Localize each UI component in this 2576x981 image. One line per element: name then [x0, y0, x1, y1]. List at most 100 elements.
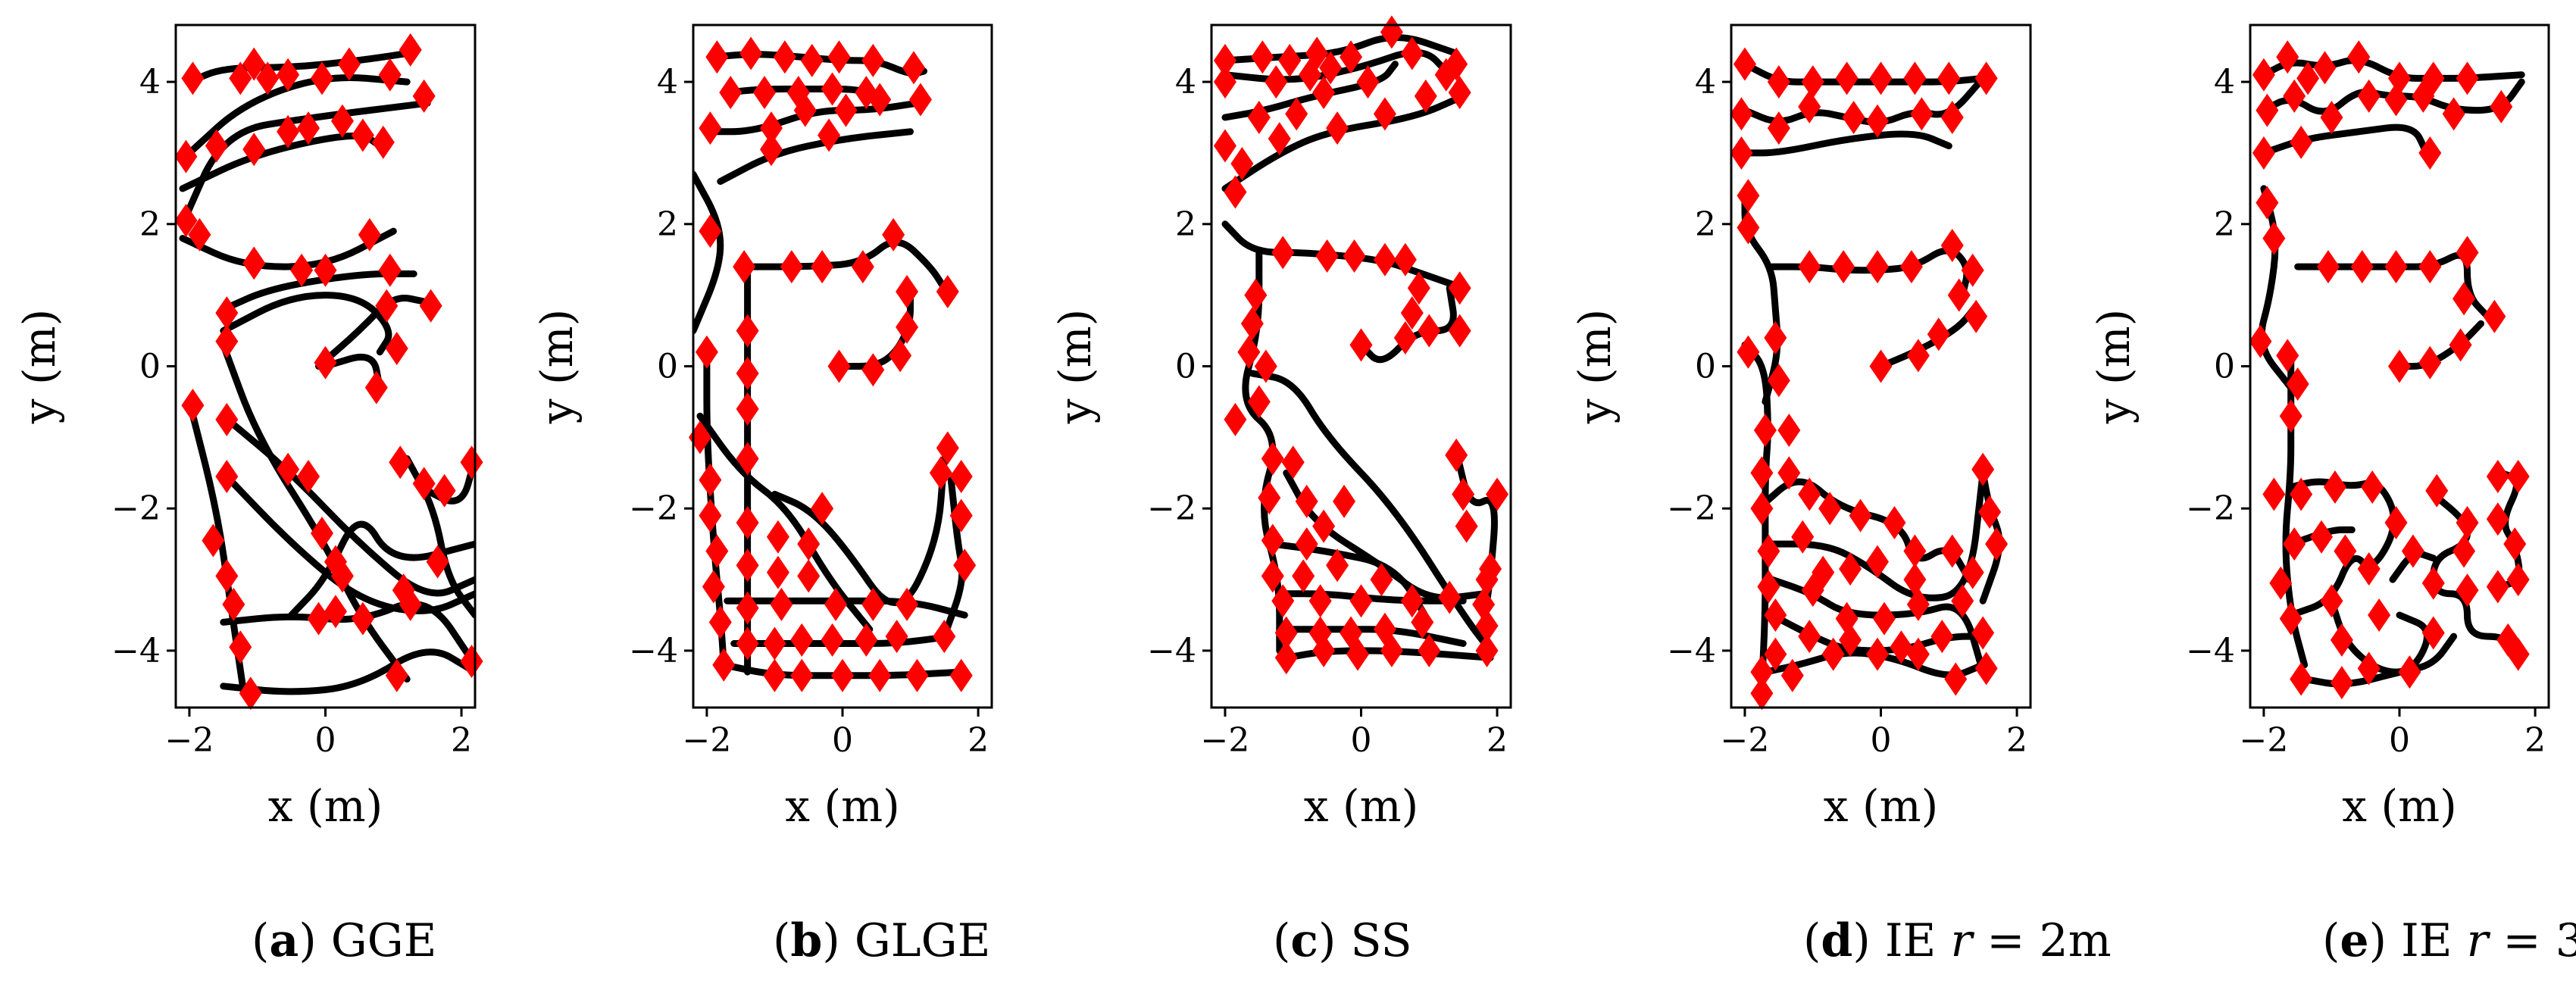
waypoint-marker	[2506, 459, 2530, 493]
waypoint-marker	[2361, 470, 2384, 505]
waypoint-marker	[766, 520, 789, 554]
waypoint-marker	[330, 104, 354, 138]
waypoint-marker	[1244, 278, 1268, 312]
waypoint-marker	[1930, 620, 1954, 654]
x-tick-label: −2	[1721, 721, 1770, 760]
waypoint-marker	[2506, 637, 2530, 671]
waypoint-marker	[1312, 76, 1336, 110]
y-tick-label: 2	[657, 205, 678, 244]
waypoint-marker	[1370, 563, 1393, 597]
caption-open: (	[252, 914, 269, 967]
caption-suffix: = 2m	[1972, 914, 2112, 967]
waypoint-marker	[2256, 186, 2279, 220]
waypoint-marker	[229, 61, 252, 95]
caption-open: (	[773, 914, 790, 967]
waypoint-marker	[851, 250, 874, 284]
waypoint-marker	[2442, 97, 2465, 131]
waypoint-marker	[1818, 492, 1842, 526]
waypoint-marker	[739, 36, 763, 70]
waypoint-marker	[1764, 320, 1787, 355]
y-tick-label: 2	[1695, 205, 1716, 244]
waypoint-marker	[933, 620, 956, 654]
y-tick-label: 4	[657, 63, 678, 102]
waypoint-marker	[2279, 601, 2302, 636]
y-tick-label: 4	[139, 63, 161, 102]
trajectory-line	[2328, 597, 2431, 676]
y-axis-label: y (m)	[2088, 309, 2140, 424]
waypoint-marker	[371, 125, 395, 159]
waypoint-marker	[2249, 324, 2272, 358]
caption-letter: a	[269, 914, 299, 967]
waypoint-marker	[2283, 527, 2306, 561]
trajectory-line	[186, 73, 411, 157]
waypoint-marker	[1899, 250, 1923, 284]
waypoint-marker	[2290, 477, 2313, 511]
caption-label: IE	[1885, 914, 1951, 967]
waypoint-marker	[1393, 242, 1417, 276]
waypoint-marker	[399, 33, 422, 67]
waypoint-marker	[1737, 211, 1760, 245]
waypoint-marker	[1866, 104, 1890, 138]
waypoint-marker	[1869, 349, 1893, 383]
waypoint-marker	[242, 133, 266, 167]
waypoint-marker	[242, 47, 266, 81]
waypoint-marker	[1791, 520, 1815, 554]
waypoint-marker	[896, 310, 919, 344]
waypoint-marker	[790, 623, 814, 657]
waypoint-marker	[2286, 367, 2309, 401]
x-tick-label: 2	[451, 721, 472, 760]
y-tick-label: −2	[1667, 489, 1716, 528]
waypoint-marker	[811, 492, 834, 526]
waypoint-marker	[174, 139, 198, 173]
waypoint-marker	[1940, 534, 1964, 568]
waypoint-marker	[2330, 666, 2353, 700]
waypoint-marker	[1224, 402, 1247, 436]
y-tick-label: 2	[139, 205, 161, 244]
waypoint-marker	[861, 353, 885, 387]
waypoint-marker	[1281, 445, 1305, 480]
waypoint-marker	[800, 43, 824, 77]
waypoint-marker	[759, 111, 783, 145]
trajectory-line	[220, 648, 475, 695]
waypoint-marker	[297, 111, 320, 145]
trajectory-line	[1283, 469, 1487, 601]
trajectory-line	[220, 341, 411, 683]
waypoint-marker	[905, 658, 929, 692]
x-tick-label: 2	[1487, 721, 1508, 760]
waypoint-marker	[2256, 93, 2279, 127]
x-tick-label: 0	[1871, 721, 1892, 760]
waypoint-marker	[1733, 47, 1756, 81]
waypoint-marker	[1971, 616, 1995, 650]
waypoint-marker	[2453, 534, 2476, 568]
waypoint-marker	[2401, 534, 2424, 568]
waypoint-marker	[766, 555, 789, 589]
waypoint-marker	[1951, 584, 1974, 618]
trajectory-line	[403, 455, 475, 619]
waypoint-marker	[1869, 61, 1893, 95]
y-tick-label: 0	[1695, 348, 1716, 386]
waypoint-marker	[2290, 662, 2313, 696]
waypoint-marker	[2486, 570, 2509, 604]
waypoint-marker	[311, 61, 334, 95]
waypoint-marker	[389, 445, 412, 480]
panel-b: −2 0 2 −4 −2 0 2 4 x (m) y (m) (b) GLGE	[531, 23, 993, 967]
x-tick-label: 0	[1351, 721, 1372, 760]
waypoint-marker	[1400, 36, 1424, 70]
waypoint-marker	[1326, 548, 1349, 583]
waypoint-marker	[412, 467, 436, 501]
waypoint-marker	[2252, 58, 2275, 92]
caption-math: r	[2467, 914, 2491, 967]
panel-a: −2 0 2 −4 −2 0 2 4 x (m) y (m) (a) GGE	[14, 23, 483, 967]
waypoint-marker	[1777, 413, 1801, 447]
caption-label: GGE	[331, 914, 437, 967]
waypoint-marker	[699, 463, 722, 497]
y-tick-label: −2	[1147, 489, 1196, 528]
waypoint-marker	[1455, 509, 1478, 543]
waypoint-marker	[1866, 637, 1890, 671]
waypoint-marker	[364, 370, 388, 405]
x-axis-label: x (m)	[785, 780, 899, 832]
waypoint-marker	[1798, 89, 1821, 123]
waypoint-marker	[818, 118, 841, 152]
waypoint-marker	[1237, 335, 1261, 369]
